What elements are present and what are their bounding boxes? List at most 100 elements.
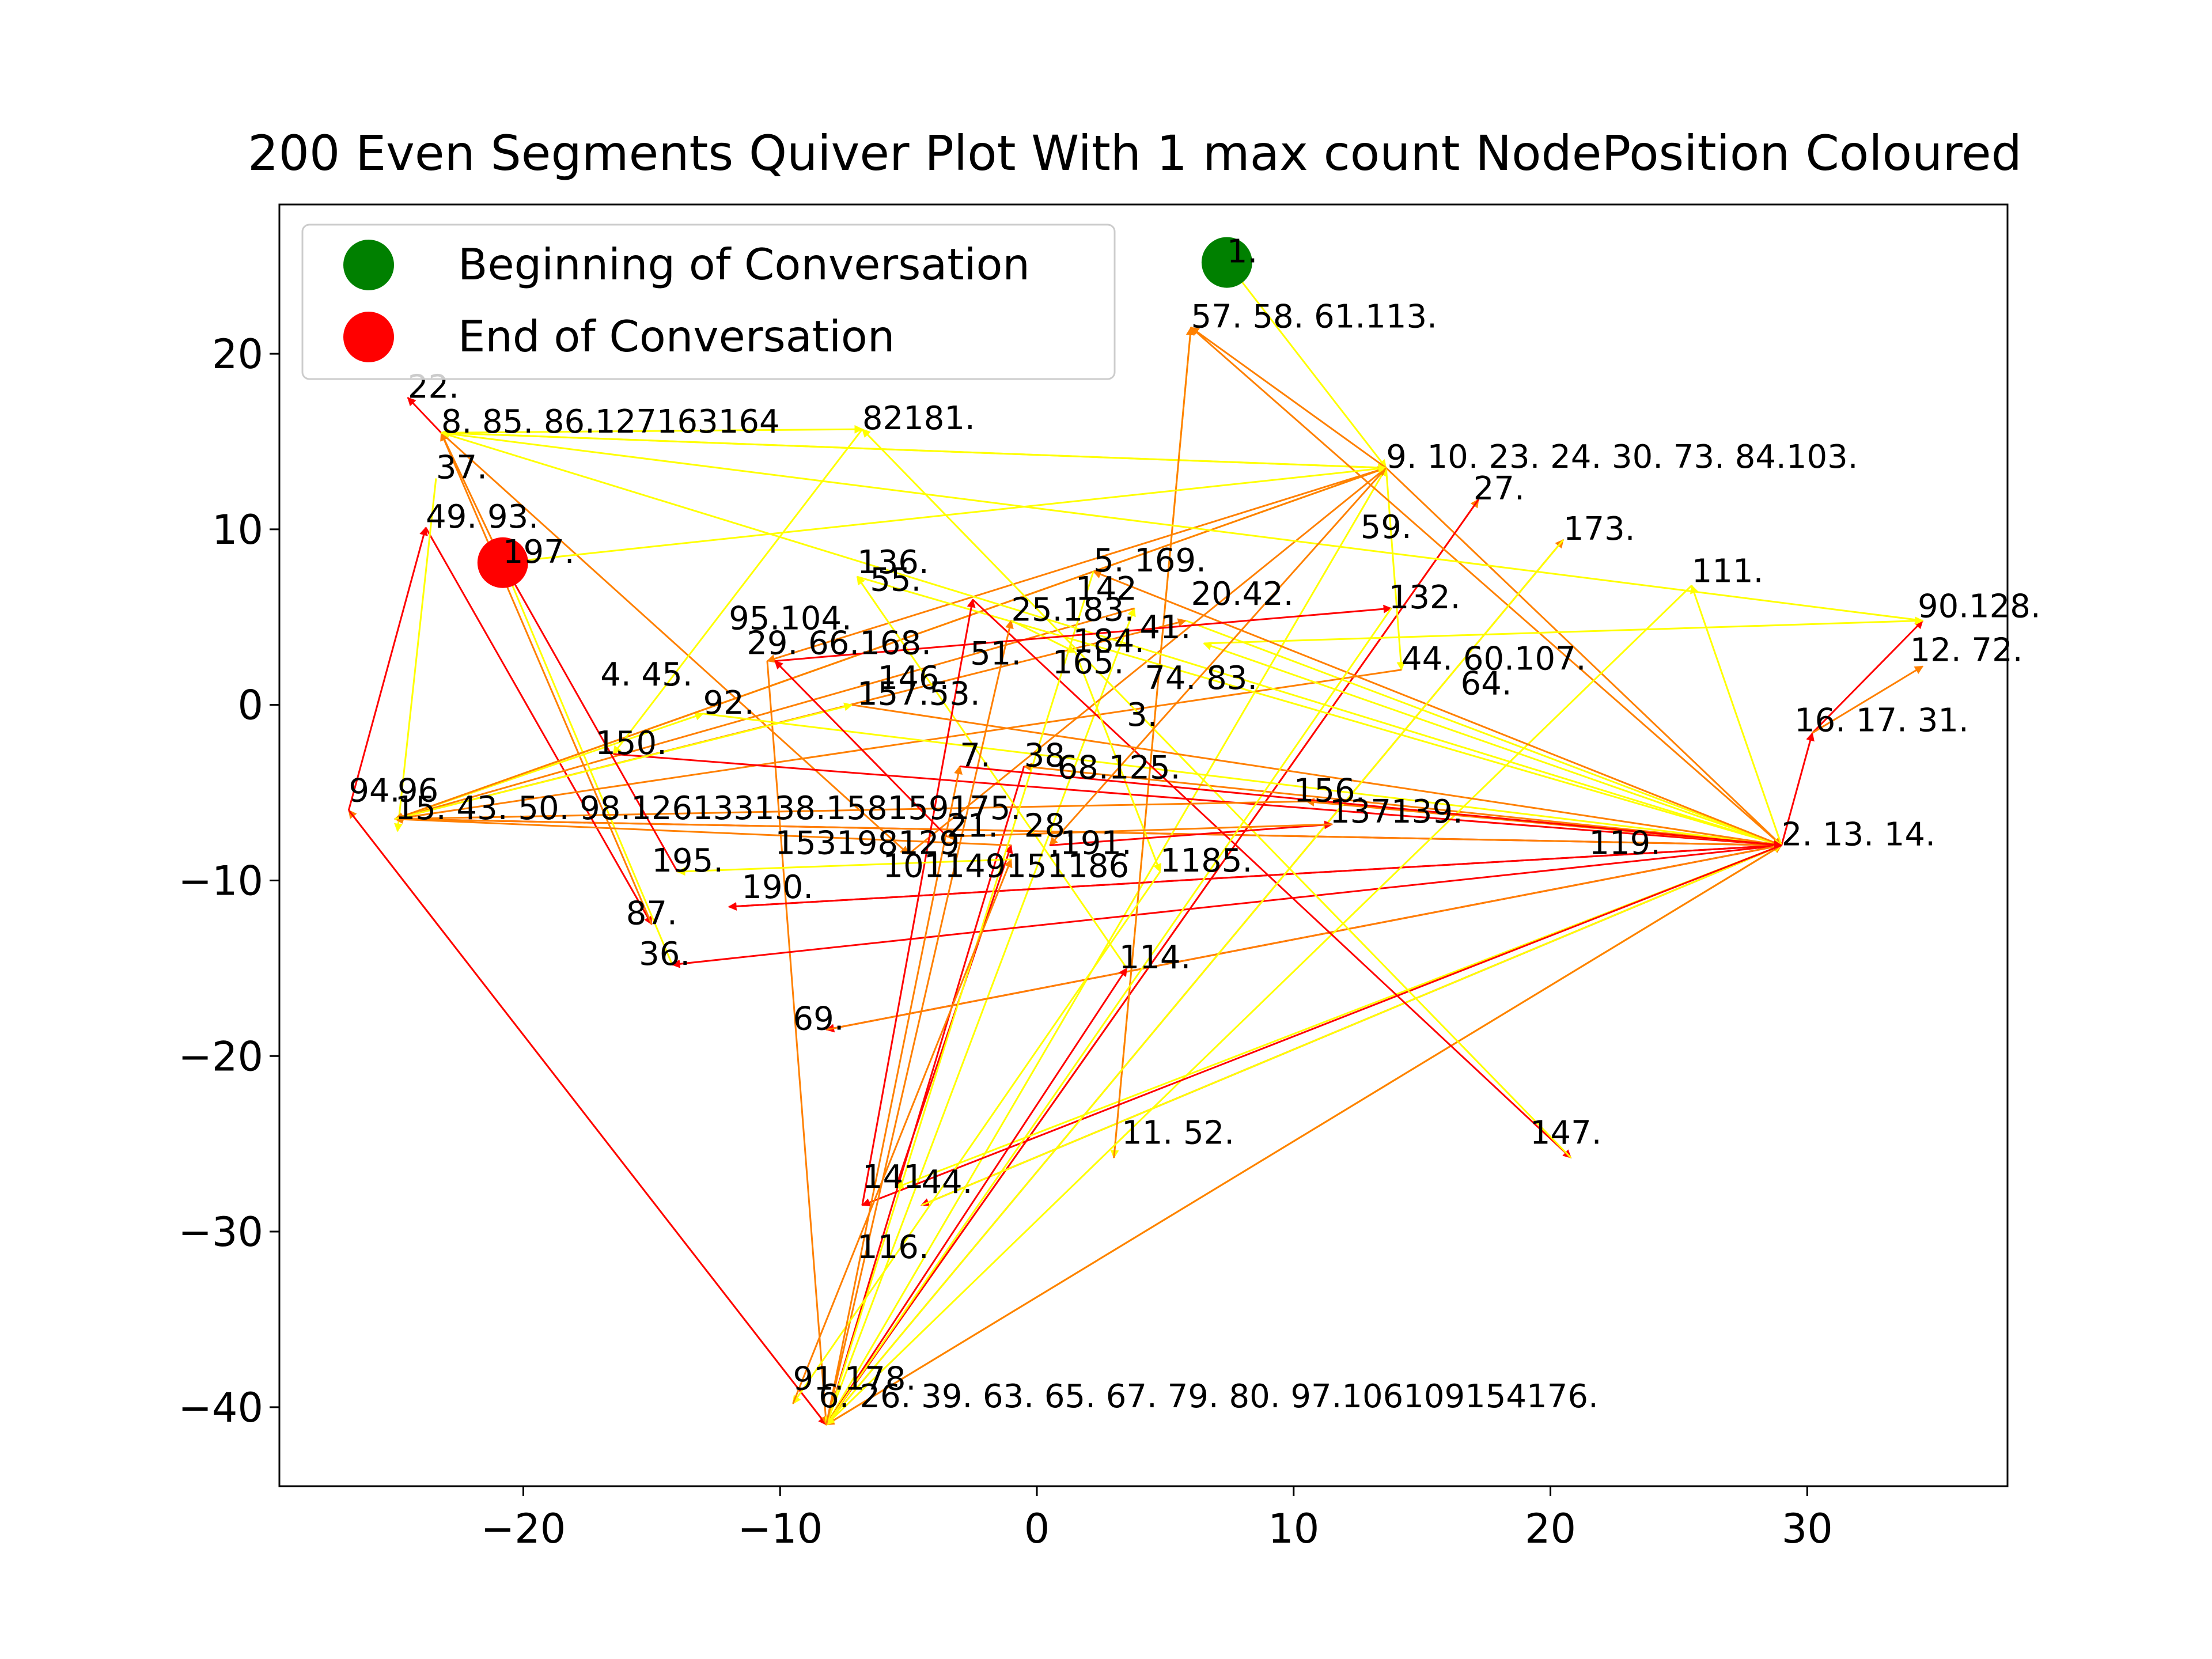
legend-marker-start [343, 240, 394, 290]
node-label-n191: .191. [1050, 825, 1132, 862]
node-label-n101: 101149151186 [883, 847, 1130, 885]
legend-label-start: Beginning of Conversation [458, 239, 1030, 290]
node-label-n111: 111. [1692, 552, 1764, 590]
node-label-n156: 156. [1294, 772, 1366, 809]
node-label-n184: 184. [1073, 623, 1145, 660]
quiver-arrow-66 [861, 599, 976, 1206]
quiver-arrow-73 [395, 702, 853, 820]
node-label-n1: 1. [1227, 233, 1257, 271]
y-tick-label: 20 [212, 331, 263, 378]
quiver-arrow-63 [856, 575, 1128, 969]
quiver-arrow-7 [1812, 665, 1924, 734]
quiver-arrow-30 [824, 766, 1025, 1426]
node-label-n91: 91.178. [793, 1360, 916, 1397]
node-label-n68: 68.125. [1058, 749, 1181, 787]
node-label-n3: 3. [1127, 696, 1157, 734]
x-tick-label: −20 [481, 1505, 566, 1552]
quiver-arrow-31 [825, 607, 1136, 1425]
quiver-arrow-58 [440, 429, 1923, 622]
quiver-arrow-85 [502, 562, 679, 872]
node-label-n90: 90.128. [1918, 588, 2041, 625]
quiver-arrow-25 [825, 467, 1387, 1426]
node-labels: 1.57. 58. 61.113.22.8. 85. 86.127163164 8… [349, 233, 2040, 1415]
quiver-arrow-28 [921, 844, 1783, 1206]
quiver-arrow-57 [1203, 616, 1924, 645]
node-label-n136: 136. [857, 544, 929, 581]
node-label-n44b: 44. [921, 1164, 972, 1201]
quiver-arrow-2 [407, 397, 442, 434]
node-label-n59: 59. [1361, 509, 1412, 546]
node-label-n36: 36. [639, 935, 690, 973]
node-label-n150: 150. [595, 725, 667, 762]
quiver-arrow-75 [1092, 570, 1782, 846]
node-label-n146: 146. [878, 660, 950, 697]
quiver-arrow-74 [851, 704, 1783, 849]
quiver-arrow-18 [440, 431, 653, 925]
node-label-n114: 114. [1119, 939, 1191, 976]
quiver-arrow-86 [502, 464, 1387, 564]
x-tick-label: 0 [1024, 1505, 1050, 1552]
chart-title: 200 Even Segments Quiver Plot With 1 max… [248, 125, 2022, 181]
node-label-n185: 1185. [1160, 842, 1252, 880]
quiver-arrow-61 [825, 585, 1692, 1426]
quiver-arrow-92 [825, 608, 1392, 1426]
quiver-arrow-38 [440, 432, 910, 855]
quiver-arrow-81 [1074, 652, 1162, 873]
quiver-arrow-60 [1690, 584, 1783, 846]
node-label-n82: 82181. [862, 400, 975, 437]
quiver-arrow-65 [861, 844, 1782, 1207]
y-tick-label: −20 [178, 1033, 263, 1080]
quiver-arrow-93 [825, 765, 963, 1425]
node-label-n195: 195. [652, 842, 724, 880]
quiver-arrow-89 [946, 823, 1332, 841]
node-label-n20: 20.42. [1191, 575, 1293, 613]
node-label-n141: 141 [862, 1158, 924, 1196]
node-label-n12: 12. 72. [1910, 631, 2023, 669]
quiver-arrow-78 [825, 539, 1564, 1426]
node-label-n173: 173. [1563, 510, 1635, 548]
quiver-arrow-22 [766, 661, 830, 1426]
x-tick-label: 20 [1525, 1505, 1576, 1552]
endpoint-markers [477, 237, 1252, 588]
node-label-n51: 51. [970, 635, 1021, 673]
node-label-n49: 49. 93. [426, 498, 539, 536]
legend: Beginning of Conversation End of Convers… [301, 224, 1116, 380]
quiver-arrow-90 [774, 660, 948, 838]
node-label-n69: 69. [793, 1001, 844, 1038]
node-label-n5: 5. 169. [1093, 542, 1206, 579]
node-label-n6: 6. 26. 39. 63. 65. 67. 79. 80. 97.106109… [819, 1378, 1599, 1415]
quiver-arrow-69 [612, 429, 863, 755]
node-label-n7: 7. [960, 737, 990, 774]
node-label-n41: 41. [1139, 609, 1191, 646]
x-tick-label: 10 [1268, 1505, 1319, 1552]
node-label-n38: 38 [1024, 737, 1065, 774]
node-label-n64: 64. [1461, 665, 1512, 702]
node-label-n137: 137139. [1330, 793, 1463, 831]
quiver-arrow-43 [703, 713, 1783, 849]
node-label-n165: 165. [1052, 644, 1124, 681]
node-label-n87: 87. [626, 895, 677, 933]
node-label-n74: 74. 83. [1145, 660, 1257, 697]
quiver-arrow-16 [347, 527, 428, 810]
node-label-n190: 190. [741, 869, 813, 906]
quiver-arrow-79 [825, 619, 1014, 1425]
node-label-n21: 21. [947, 807, 998, 844]
quiver-arrow-0 [1226, 262, 1387, 469]
end-node-marker [477, 537, 528, 588]
node-label-n55: 55. [870, 562, 921, 599]
node-label-n44: 44. 60.107. [1402, 641, 1586, 678]
y-tick-label: −40 [178, 1384, 263, 1431]
quiver-arrow-54 [1113, 326, 1195, 1158]
quiver-arrow-55 [1190, 327, 1782, 846]
node-label-n8: 8. 85. 86.127163164 [441, 403, 780, 441]
node-label-n9: 9. 10. 23. 24. 30. 73. 84.103. [1386, 438, 1858, 476]
quiver-arrow-80 [1010, 620, 1077, 653]
node-label-n11: 11. 52. [1122, 1115, 1234, 1152]
node-label-n16: 16. 17. 31. [1794, 702, 1969, 739]
node-label-n157: 157.53. [857, 676, 980, 713]
quiver-arrow-91 [775, 604, 1392, 662]
quiver-arrow-41 [394, 669, 1402, 823]
quiver-arrow-56 [1203, 642, 1782, 846]
node-label-n15: 15. 43. 50. 98.126133138.158159175. [395, 790, 1021, 827]
